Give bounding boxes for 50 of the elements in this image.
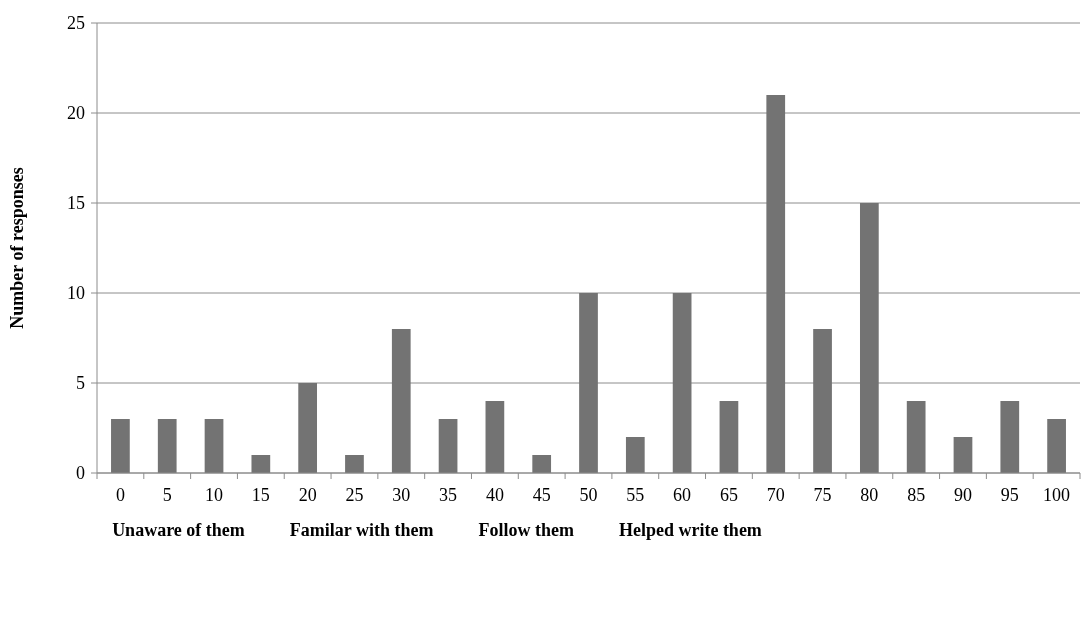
x-axis-title: Unaware of them Familar with them Follow them Helped write them [111, 519, 763, 542]
x-tick-label: 45 [532, 485, 551, 505]
x-tick-label: 0 [115, 485, 125, 505]
bar [766, 95, 786, 473]
x-tick-label: 10 [205, 485, 224, 505]
x-tick-label: 60 [673, 485, 692, 505]
bar [298, 383, 317, 473]
x-tick-label: 30 [392, 485, 411, 505]
y-tick-label: 20 [67, 103, 85, 124]
x-tick-label: 35 [439, 485, 458, 505]
bar [111, 419, 130, 473]
bar [860, 203, 879, 473]
x-tick-label: 80 [860, 485, 879, 505]
x-tick-label: 65 [719, 485, 738, 505]
x-tick-label: 40 [485, 485, 504, 505]
bar [1047, 419, 1066, 473]
bar [157, 419, 177, 473]
bar [719, 401, 739, 473]
x-tick-label: 85 [907, 485, 926, 505]
bar [579, 293, 598, 473]
x-tick-label: 95 [1000, 485, 1019, 505]
bar [485, 401, 505, 473]
x-tick-label: 20 [298, 485, 317, 505]
x-tick-label: 100 [1043, 485, 1071, 505]
bar [345, 455, 364, 473]
bar [953, 437, 973, 473]
x-tick-label: 5 [162, 485, 172, 505]
y-axis-title: Number of responses [7, 167, 27, 329]
bar [672, 293, 692, 473]
bar [906, 401, 926, 473]
bar [813, 329, 832, 473]
y-tick-label: 15 [67, 193, 85, 214]
x-tick-label: 55 [626, 485, 645, 505]
bar [204, 419, 224, 473]
x-tick-label: 75 [813, 485, 832, 505]
y-tick-label: 0 [76, 463, 85, 484]
x-tick-label: 90 [953, 485, 972, 505]
bar [625, 437, 645, 473]
bar [532, 455, 552, 473]
x-tick-label: 70 [766, 485, 785, 505]
y-tick-label: 25 [67, 13, 85, 34]
bar [391, 329, 411, 473]
y-tick-label: 5 [76, 373, 85, 394]
bar [1000, 401, 1020, 473]
x-tick-label: 50 [579, 485, 598, 505]
y-tick-label: 10 [67, 283, 85, 304]
bar [438, 419, 458, 473]
x-tick-label: 15 [251, 485, 270, 505]
x-tick-label: 25 [345, 485, 364, 505]
bar [251, 455, 271, 473]
